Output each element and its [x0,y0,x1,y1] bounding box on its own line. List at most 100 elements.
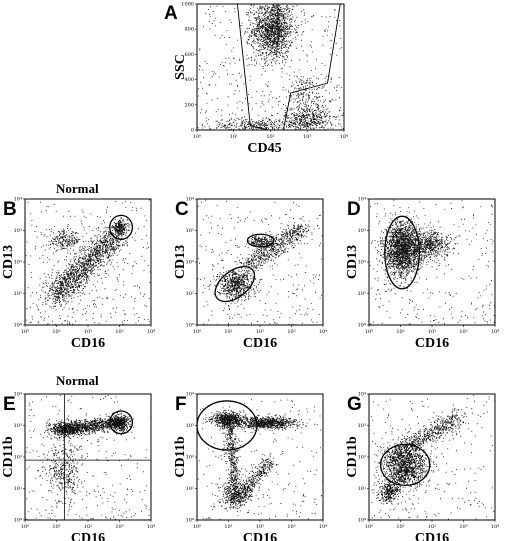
x-tick-label: 10⁰ [365,329,373,335]
y-tick-label: 10³ [186,228,194,234]
panel-b: 10⁰ 10¹ 10² 10³ 10⁴ 10⁰ 10¹ 10² 10³ 10⁴ CD16 CD13 B [1,197,155,352]
gate-ellipse [109,214,134,240]
x-tick-label: 10⁴ [147,329,155,335]
x-tick-label: 10² [428,329,436,335]
event-dots [197,399,324,521]
x-tick-label: 10⁰ [21,524,29,530]
panel-c: 10⁰ 10¹ 10² 10³ 10⁴ 10⁰ 10¹ 10² 10³ 10⁴ CD16 CD13 C [173,197,327,352]
y-tick-label: 10² [14,455,22,461]
x-axis-title: CD16 [71,531,105,541]
y-axis-title: CD13 [173,245,188,279]
y-tick-label: 10⁴ [186,392,194,398]
x-axis-title: CD16 [243,531,277,541]
x-tick-label: 10² [84,524,92,530]
x-tick-label: 10³ [303,134,311,140]
x-tick-label: 10¹ [396,524,404,530]
x-tick-label: 10¹ [52,329,60,335]
y-tick-label: 10⁰ [14,518,22,524]
y-tick-label: 10³ [358,423,366,429]
data-points [369,199,495,325]
x-tick-label: 10² [428,524,436,530]
y-tick-label: 10⁴ [358,197,366,203]
data-points [25,394,152,521]
panel-letter: G [347,394,362,415]
y-tick-label: 800 [184,27,194,33]
x-tick-label: 10⁴ [491,329,499,335]
x-tick-label: 10⁰ [193,329,201,335]
panel-g: 10⁰ 10¹ 10² 10³ 10⁴ 10⁰ 10¹ 10² 10³ 10⁴ CD16 CD11b G [345,392,499,541]
x-tick-label: 10² [266,134,274,140]
y-tick-label: 10¹ [358,486,366,492]
y-tick-label: 10³ [14,228,22,234]
y-tick-label: 10³ [358,228,366,234]
panel-letter: B [3,199,17,220]
y-tick-label: 10⁰ [186,323,194,329]
data-points [197,399,324,521]
y-tick-label: 0 [191,128,194,134]
y-axis-title: SSC [173,54,188,80]
event-dots [25,199,152,326]
gate-ellipse [380,443,431,486]
y-tick-label: 10¹ [14,291,22,297]
y-tick-label: 10⁰ [358,323,366,329]
event-dots [369,199,495,325]
y-tick-label: 10¹ [186,486,194,492]
y-tick-label: 10² [14,260,22,266]
y-tick-label: 10² [186,455,194,461]
event-dots [197,199,323,326]
normal-label-e: Normal [56,373,99,388]
x-tick-label: 10¹ [224,329,232,335]
x-tick-label: 10⁴ [319,329,327,335]
y-tick-label: 10⁴ [358,392,366,398]
x-tick-label: 10² [256,524,264,530]
data-points [197,199,323,326]
x-tick-label: 10⁴ [340,134,348,140]
panel-d: 10⁰ 10¹ 10² 10³ 10⁴ 10⁰ 10¹ 10² 10³ 10⁴ CD16 CD13 D [345,197,499,352]
y-tick-label: 10¹ [358,291,366,297]
y-tick-label: 600 [184,52,194,58]
panel-letter: D [347,199,361,220]
y-tick-label: 10² [186,260,194,266]
y-axis-title: CD11b [173,436,188,477]
y-tick-label: 10⁰ [358,518,366,524]
y-tick-label: 200 [184,102,194,108]
y-tick-label: 10⁰ [186,518,194,524]
x-tick-label: 10³ [115,524,123,530]
x-tick-label: 10⁴ [491,524,499,530]
x-axis-title: CD16 [415,336,449,351]
x-tick-label: 10¹ [224,524,232,530]
x-tick-label: 10¹ [52,524,60,530]
y-tick-label: 10⁴ [14,392,22,398]
panel-letter: F [175,394,187,415]
x-tick-label: 10⁰ [365,524,373,530]
y-tick-label: 10³ [186,423,194,429]
normal-label-b: Normal [56,181,99,196]
y-tick-label: 10¹ [14,486,22,492]
x-tick-label: 10⁰ [193,134,201,140]
x-tick-label: 10² [256,329,264,335]
data-points [197,4,344,131]
panel-f: 10⁰ 10¹ 10² 10³ 10⁴ 10⁰ 10¹ 10² 10³ 10⁴ CD16 CD11b F [173,392,327,541]
panel-a: 10⁰ 10¹ 10² 10³ 10⁴ 0 200 400 600 800 1000 CD45 SSC A [164,2,348,157]
y-tick-label: 10⁰ [14,323,22,329]
gate-ellipse [214,265,256,303]
y-axis-title: CD11b [345,436,360,477]
x-tick-label: 10⁴ [319,524,327,530]
data-points [370,395,496,521]
y-axis-title: CD13 [345,245,360,279]
panel-letter: A [164,3,178,24]
x-axis-title: CD45 [247,141,281,156]
y-tick-label: 10¹ [186,291,194,297]
y-tick-label: 10⁴ [186,197,194,203]
event-dots [197,4,344,131]
y-tick-label: 10³ [14,423,22,429]
x-tick-label: 10³ [459,524,467,530]
panel-e: 10⁰ 10¹ 10² 10³ 10⁴ 10⁰ 10¹ 10² 10³ 10⁴ CD16 CD11b E [1,392,155,541]
y-axis-title: CD13 [1,245,16,279]
data-points [25,199,152,326]
x-tick-label: 10³ [459,329,467,335]
event-dots [25,394,152,521]
x-axis-title: CD16 [71,336,105,351]
x-tick-label: 10¹ [396,329,404,335]
